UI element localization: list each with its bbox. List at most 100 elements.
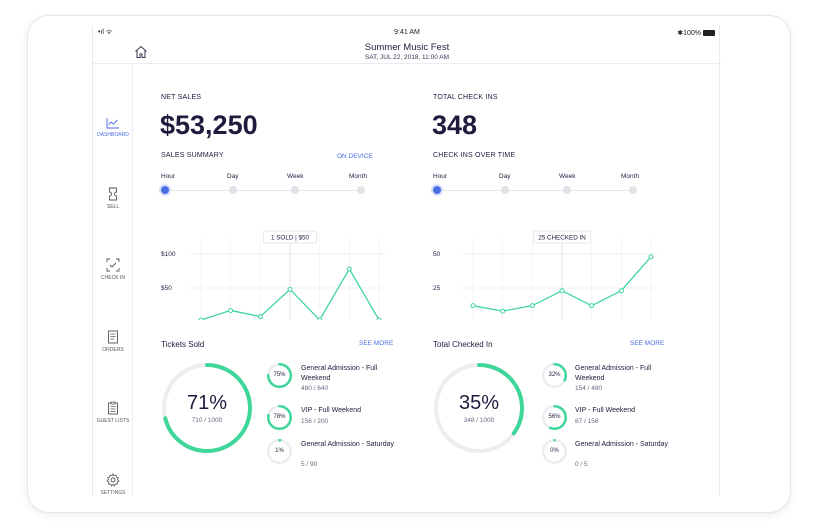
event-date: SAT, JUL 22, 2018, 11:00 AM [364,54,450,61]
ticket-type-ring [267,363,292,388]
ticket-type-name: VIP - Full Weekend [301,407,362,414]
ticket-type-count: 480 / 640 [301,385,329,392]
sidebar-item-check-in[interactable]: CHECK IN [93,258,133,281]
net-sales-label: NET SALES [161,94,202,101]
y-tick-label: $50 [161,285,172,292]
checked-in-count: 348 / 1000 [463,417,495,424]
sales-summary-label: SALES SUMMARY [161,152,224,159]
timescale-option-day[interactable]: Day [227,173,239,180]
ticket-type-count: 0 / 5 [575,461,588,468]
home-icon[interactable] [133,44,149,60]
data-point [618,288,624,294]
ticket-type-ring [267,405,292,430]
timescale-option-hour[interactable]: Hour [161,173,176,180]
sidebar-item-label: DASHBOARD [97,132,129,138]
signal-wifi-indicator: •ıl ᯤ [98,29,113,36]
sidebar-item-sell[interactable]: SELL [93,187,133,210]
data-point [529,303,535,309]
checked-in-ring [434,363,524,453]
sidebar-item-orders[interactable]: ORDERS [93,330,133,353]
tooltip-box [533,230,591,244]
app-header: Summer Music Fest SAT, JUL 22, 2018, 11:… [93,40,721,64]
timescale-option-week[interactable]: Week [287,173,304,180]
data-point [500,308,506,314]
gear-icon [106,473,120,487]
data-point [198,317,204,320]
ticket-type-row[interactable]: 1% General Admission - Saturday 5 / 90 [266,438,396,470]
sidebar-item-label: CHECK IN [101,275,125,281]
tickets-sold-percent: 71% [186,392,228,414]
ticket-type-row[interactable]: 78% VIP - Full Weekend 156 / 200 [266,404,396,434]
chart-icon [106,118,119,129]
checked-in-see-more-link[interactable]: SEE MORE [630,340,665,347]
timescale-dot-day[interactable] [229,186,237,194]
ticket-type-name: General Admission - Saturday [301,441,394,448]
ring-progress [542,439,567,464]
sidebar-item-label: SETTINGS [100,490,126,496]
ticket-type-row[interactable]: 0% General Admission - Saturday 0 / 5 [541,438,671,470]
check-ins-over-time-label: CHECK INS OVER TIME [433,152,516,159]
battery-indicator: ✱100% [677,29,715,37]
timescale-option-month[interactable]: Month [621,173,640,180]
timescale-dot-hour[interactable] [161,186,169,194]
ticket-type-percent: 1% [275,448,284,454]
checkins-timescale-slider[interactable]: Hour Day Week Month [433,173,648,203]
total-checked-in-title: Total Checked In [433,340,493,349]
ticket-icon [109,187,117,201]
sidebar-item-label: GUEST LISTS [96,418,130,424]
ticket-type-row[interactable]: 32% General Admission - Full Weekend 154… [541,362,671,394]
tickets-sold-see-more-link[interactable]: SEE MORE [359,340,394,347]
data-point [257,314,263,320]
timescale-dot-hour[interactable] [433,186,441,194]
sidebar-item-settings[interactable]: SETTINGS [93,473,133,496]
checkins-line-chart[interactable]: 50251 PM2 PM3 PM4 PM5 PM6 PM7 PM25 CHECK… [431,202,663,320]
scan-icon [106,258,120,272]
ticket-type-count: 5 / 90 [301,461,318,468]
sidebar-item-label: SELL [106,204,120,210]
data-point [317,317,323,320]
sidebar-item-guest-lists[interactable]: GUEST LISTS [93,401,133,424]
timescale-dot-month[interactable] [357,186,365,194]
tooltip-text: 1 SOLD | $50 [271,235,310,242]
tooltip-text: 25 CHECKED IN [538,235,586,242]
ticket-type-ring [542,363,567,388]
timescale-dot-month[interactable] [629,186,637,194]
status-bar: •ıl ᯤ 9:41 AM ✱100% [93,26,721,40]
timescale-dot-day[interactable] [501,186,509,194]
ticket-type-percent: 32% [548,372,561,378]
status-time: 9:41 AM [394,29,420,36]
timescale-option-month[interactable]: Month [349,173,368,180]
y-tick-label: 50 [433,251,441,258]
data-point [376,317,382,320]
tickets-sold-count: 710 / 1000 [191,417,223,424]
sales-line-chart[interactable]: $100$501 PM2 PM3 PM4 PM5 PM6 PM7 PM1 SOL… [159,202,391,320]
timescale-dot-week[interactable] [291,186,299,194]
ticket-type-name: General Admission - Saturday [575,441,668,448]
ticket-type-percent: 75% [273,372,286,378]
sidebar: DASHBOARD SELL CHECK IN ORDERS [93,65,133,496]
timescale-option-week[interactable]: Week [559,173,576,180]
ticket-type-row[interactable]: 56% VIP - Full Weekend 87 / 156 [541,404,671,434]
ring-progress [434,363,524,453]
sidebar-item-label: ORDERS [102,347,124,353]
timescale-dot-week[interactable] [563,186,571,194]
timescale-track [437,190,637,191]
ticket-type-row[interactable]: 75% General Admission - Full Weekend 480… [266,362,396,394]
on-device-link[interactable]: ON DEVICE [337,153,373,160]
ring-progress [542,405,567,430]
sidebar-item-dashboard[interactable]: DASHBOARD [93,117,133,138]
sales-timescale-slider[interactable]: Hour Day Week Month [161,173,376,203]
event-title: Summer Music Fest [364,42,450,53]
ticket-type-count: 154 / 480 [575,385,603,392]
tickets-sold-ring [162,363,252,453]
receipt-icon [108,330,118,344]
timescale-option-day[interactable]: Day [499,173,511,180]
ring-progress [542,363,567,388]
data-point [648,254,654,260]
data-point [287,286,293,292]
check-ins-value: 348 [432,110,478,140]
tooltip-box [263,230,317,244]
timescale-option-hour[interactable]: Hour [433,173,448,180]
ticket-type-ring [267,439,292,464]
data-point [228,307,234,313]
